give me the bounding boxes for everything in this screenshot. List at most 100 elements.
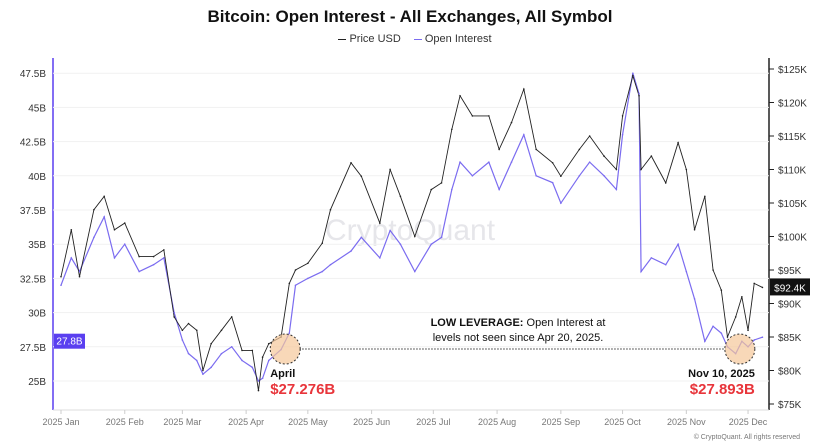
price-point (440, 182, 443, 184)
oi-point (685, 270, 688, 273)
price-point (761, 286, 764, 289)
y-right-tick: $115K (778, 132, 807, 143)
nov-label: Nov 10, 2025 (688, 368, 755, 380)
x-tick: 2025 May (288, 417, 328, 427)
oi-point (210, 366, 212, 369)
y-right-tick: $100K (778, 233, 807, 244)
x-tick: 2025 Dec (729, 417, 768, 427)
low-leverage-bold: LOW LEVERAGE: (431, 317, 524, 329)
oi-point (753, 339, 756, 341)
oi-point (60, 284, 62, 287)
low-leverage-note-line2: levels not seen since Apr 20, 2025. (433, 332, 604, 344)
low-leverage-text: Open Interest at (523, 317, 605, 329)
oi-point (440, 236, 443, 239)
oi-point (267, 359, 270, 362)
price-point (399, 195, 402, 198)
price-point (251, 349, 254, 352)
price-point (220, 329, 223, 332)
price-point (734, 316, 737, 318)
price-point (471, 115, 474, 117)
y-left-tick: 30B (28, 309, 46, 320)
oi-point (498, 188, 500, 191)
legend: Price USD Open Interest (0, 33, 820, 45)
oi-point (451, 188, 453, 191)
x-tick: 2025 Nov (667, 417, 706, 427)
price-point (103, 195, 105, 198)
price-point (664, 182, 667, 184)
oi-point (488, 161, 490, 163)
price-point (187, 322, 190, 325)
y-left-tick: 32.5B (20, 274, 46, 285)
price-point (267, 342, 270, 345)
y-right-tick: $90K (778, 300, 802, 311)
price-point (510, 121, 513, 124)
x-tick: 2025 Aug (478, 417, 516, 427)
oi-point (535, 175, 537, 177)
x-tick: 2025 Jan (42, 417, 79, 427)
price-point (294, 269, 297, 271)
price-point (202, 369, 204, 372)
price-point (241, 349, 243, 352)
oi-point (360, 236, 363, 239)
price-point (588, 135, 591, 137)
oi-point (202, 373, 204, 375)
oi-point (78, 270, 81, 273)
legend-oi[interactable]: Open Interest (424, 33, 492, 45)
copyright: © CryptoQuant. All rights reserved (694, 433, 800, 441)
low-leverage-note: LOW LEVERAGE: Open Interest at (431, 317, 606, 329)
price-point (535, 148, 537, 151)
price-point (685, 168, 688, 171)
price-point (350, 162, 352, 164)
price-point (261, 356, 264, 358)
oi-point (294, 284, 297, 287)
oi-point (230, 346, 233, 348)
oi-point (399, 243, 402, 245)
oi-point (430, 243, 433, 245)
y-right-tick: $125K (778, 65, 807, 76)
legend-price[interactable]: Price USD (349, 33, 401, 45)
oi-point (261, 377, 264, 380)
oi-point (677, 243, 679, 245)
price-point (451, 128, 453, 131)
y-left-tick: 47.5B (20, 69, 46, 80)
price-point (560, 175, 562, 177)
oi-point (163, 257, 165, 259)
price-point (638, 95, 640, 97)
price-point (152, 255, 155, 258)
oi-point (173, 311, 175, 314)
y-right-tick: $105K (778, 199, 807, 210)
oi-point (103, 216, 105, 218)
y-right-tick: $95K (778, 266, 802, 277)
price-point (113, 229, 116, 231)
oi-point (712, 325, 714, 328)
price-point (230, 316, 233, 318)
oi-point (181, 339, 184, 341)
price-point (329, 208, 332, 211)
oi-point (560, 202, 562, 204)
price-point (181, 329, 184, 332)
oi-point (152, 263, 155, 266)
current-price-badge (770, 278, 810, 296)
legend-swatch-price (338, 38, 347, 40)
watermark: CryptoQuant (325, 214, 496, 247)
y-left-tick: 40B (28, 172, 46, 183)
oi-point (632, 72, 634, 74)
y-left-tick: 42.5B (20, 138, 46, 149)
price-point (389, 168, 391, 171)
nov-value: $27.893B (690, 381, 755, 398)
price-point (288, 282, 291, 285)
oi-point (761, 336, 764, 339)
oi-point (220, 352, 223, 355)
oi-point (257, 380, 260, 382)
oi-point (414, 270, 416, 273)
oi-point (471, 175, 474, 177)
price-point (414, 235, 416, 238)
oi-point (321, 270, 324, 273)
price-point (747, 329, 749, 332)
oi-point (113, 257, 116, 259)
price-point (70, 229, 73, 231)
price-point (753, 282, 756, 285)
april-value: $27.276B (270, 381, 335, 398)
price-point (173, 316, 175, 318)
x-tick: 2025 Oct (604, 417, 641, 427)
